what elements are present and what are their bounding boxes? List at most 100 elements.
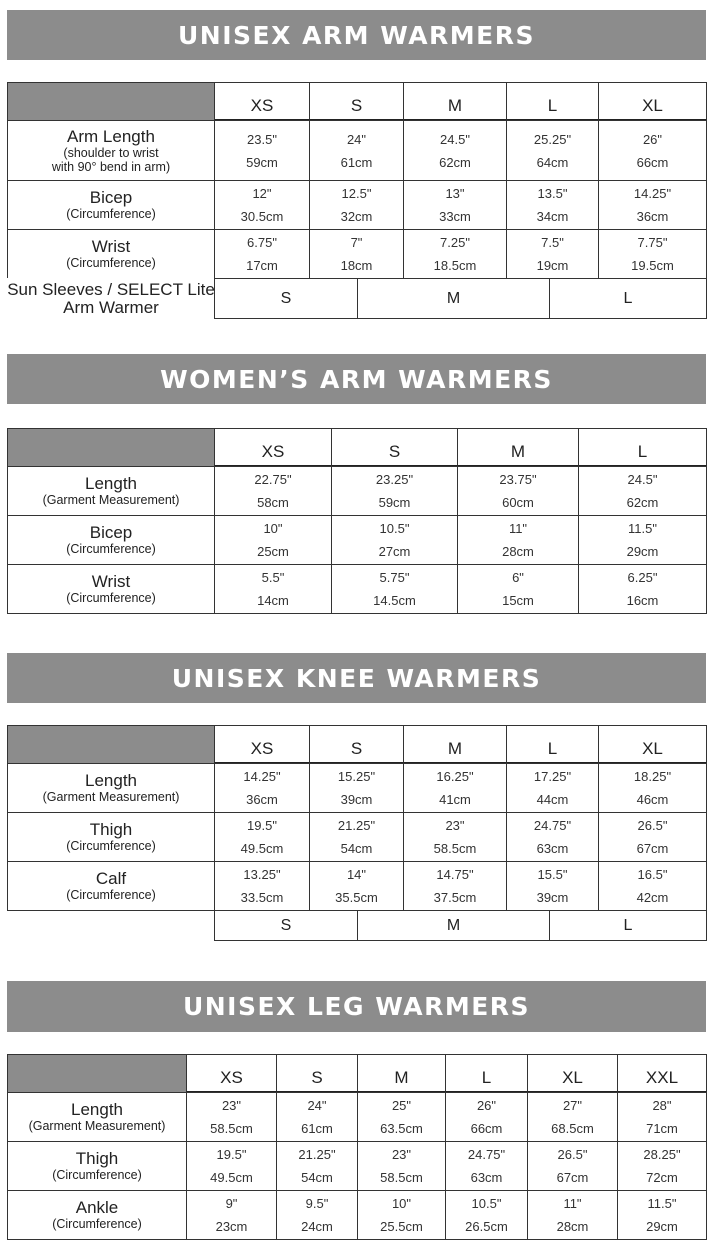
cm-value: 72cm <box>646 1170 678 1185</box>
cm-value: 67cm <box>556 1170 589 1185</box>
cm-value: 15cm <box>502 593 534 608</box>
measurement-cell: 24.75" 63cm <box>445 1141 528 1191</box>
cm-value: 18cm <box>340 258 373 273</box>
cm-value: 17cm <box>246 258 278 273</box>
size-header: XS <box>214 82 310 121</box>
measurement-cell: 23" 58.5cm <box>357 1141 446 1191</box>
measurement-cell: 12.5" 32cm <box>309 180 404 230</box>
measurement-cell: 23" 58.5cm <box>403 812 507 862</box>
cm-value: 59cm <box>378 495 411 510</box>
measurement-cell: 6.25" 16cm <box>578 564 707 614</box>
inches-value: 5.75" <box>379 570 410 585</box>
row-label: Wrist (Circumference) <box>7 564 215 614</box>
cm-value: 28cm <box>556 1219 589 1234</box>
inches-value: 15.5" <box>537 867 568 882</box>
measurement-cell: 14.75" 37.5cm <box>403 861 507 911</box>
cm-value: 27cm <box>378 544 411 559</box>
cm-value: 26.5cm <box>465 1219 508 1234</box>
measurement-cell: 14.25" 36cm <box>214 763 310 813</box>
inches-value: 6.75" <box>247 235 277 250</box>
measurement-cell: 7.75" 19.5cm <box>598 229 707 279</box>
measurement-cell: 26" 66cm <box>445 1092 528 1142</box>
measurement-name: Thigh <box>89 820 133 839</box>
measurement-note: (Circumference) <box>66 256 156 270</box>
measurement-note: (Circumference) <box>66 542 156 556</box>
cm-value: 32cm <box>340 209 373 224</box>
alt-size-cell: S <box>214 278 358 319</box>
inches-value: 6" <box>512 570 524 585</box>
inches-value: 17.25" <box>533 769 572 784</box>
header-corner <box>7 725 215 764</box>
measurement-note: (Garment Measurement) <box>42 493 180 507</box>
inches-value: 11.5" <box>647 1196 677 1211</box>
cm-value: 42cm <box>636 890 669 905</box>
measurement-cell: 21.25" 54cm <box>276 1141 358 1191</box>
inches-value: 10" <box>391 1196 412 1211</box>
cm-value: 39cm <box>536 890 569 905</box>
measurement-cell: 14.25" 36cm <box>598 180 707 230</box>
cm-value: 66cm <box>636 154 669 170</box>
inches-value: 26" <box>476 1098 497 1113</box>
inches-value: 23.75" <box>499 472 537 487</box>
cm-value: 36cm <box>246 792 278 807</box>
measurement-cell: 10" 25.5cm <box>357 1190 446 1240</box>
measurement-name: Ankle <box>75 1198 119 1217</box>
measurement-cell: 24.5" 62cm <box>403 120 507 181</box>
cm-value: 36cm <box>636 209 669 224</box>
measurement-note: with 90° bend in arm) <box>51 159 171 174</box>
measurement-name: Length <box>85 474 137 493</box>
cm-value: 29cm <box>646 1219 678 1234</box>
size-header: M <box>457 428 579 467</box>
inches-value: 16.5" <box>637 867 668 882</box>
cm-value: 67cm <box>636 841 669 856</box>
inches-value: 24.5" <box>627 472 658 487</box>
cm-value: 44cm <box>536 792 569 807</box>
measurement-cell: 11" 28cm <box>527 1190 618 1240</box>
measurement-cell: 13" 33cm <box>403 180 507 230</box>
size-header: S <box>276 1054 358 1093</box>
inches-value: 21.25" <box>337 818 376 833</box>
row-label: Length (Garment Measurement) <box>7 763 215 813</box>
size-header: XS <box>186 1054 277 1093</box>
inches-value: 7.5" <box>541 235 564 250</box>
cm-value: 23cm <box>215 1219 248 1234</box>
measurement-name: Wrist <box>91 572 131 591</box>
measurement-cell: 16.25" 41cm <box>403 763 507 813</box>
measurement-note: (Garment Measurement) <box>28 1119 166 1133</box>
inches-value: 22.75" <box>254 472 292 487</box>
measurement-cell: 28" 71cm <box>617 1092 707 1142</box>
measurement-cell: 5.75" 14.5cm <box>331 564 458 614</box>
inches-value: 28" <box>652 1098 672 1113</box>
inches-value: 12" <box>252 186 272 201</box>
section-title: UNISEX ARM WARMERS <box>7 10 706 60</box>
row-label: Wrist (Circumference) <box>7 229 215 279</box>
measurement-cell: 19.5" 49.5cm <box>186 1141 277 1191</box>
measurement-cell: 10.5" 26.5cm <box>445 1190 528 1240</box>
measurement-cell: 6" 15cm <box>457 564 579 614</box>
cm-value: 61cm <box>301 1121 333 1136</box>
measurement-name: Wrist <box>91 237 131 256</box>
cm-value: 59cm <box>246 154 278 170</box>
extra-row-label: Sun Sleeves / SELECT Lite Arm Warmer <box>7 278 215 319</box>
cm-value: 60cm <box>502 495 534 510</box>
cm-value: 34cm <box>536 209 569 224</box>
size-header: XL <box>527 1054 618 1093</box>
inches-value: 13.25" <box>243 867 281 882</box>
cm-value: 35.5cm <box>335 890 378 905</box>
measurement-note: (Circumference) <box>66 591 156 605</box>
measurement-note: (Garment Measurement) <box>42 790 180 804</box>
inches-value: 28.25" <box>643 1147 681 1162</box>
size-header: L <box>445 1054 528 1093</box>
measurement-note: (Circumference) <box>66 888 156 902</box>
measurement-note: (Circumference) <box>52 1217 142 1231</box>
measurement-cell: 24" 61cm <box>276 1092 358 1142</box>
measurement-cell: 24" 61cm <box>309 120 404 181</box>
measurement-cell: 23.75" 60cm <box>457 466 579 516</box>
header-corner <box>7 82 215 121</box>
measurement-note: (Circumference) <box>52 1168 142 1182</box>
measurement-cell: 10" 25cm <box>214 515 332 565</box>
cm-value: 33cm <box>439 209 471 224</box>
inches-value: 11" <box>508 521 528 536</box>
cm-value: 41cm <box>439 792 471 807</box>
measurement-cell: 7" 18cm <box>309 229 404 279</box>
